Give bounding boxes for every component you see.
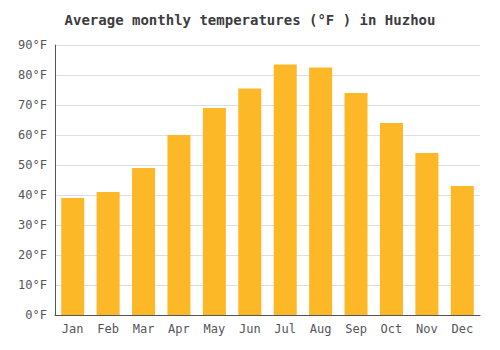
- svg-text:Nov: Nov: [416, 322, 438, 336]
- svg-text:Oct: Oct: [381, 322, 403, 336]
- svg-text:Average monthly temperatures (: Average monthly temperatures (°F ) in Hu…: [65, 12, 436, 28]
- svg-text:Jan: Jan: [62, 322, 84, 336]
- svg-text:80°F: 80°F: [18, 68, 47, 82]
- svg-text:0°F: 0°F: [25, 308, 47, 322]
- svg-text:Mar: Mar: [133, 322, 155, 336]
- svg-text:90°F: 90°F: [18, 38, 47, 52]
- svg-text:50°F: 50°F: [18, 158, 47, 172]
- svg-text:May: May: [204, 322, 226, 336]
- svg-text:Dec: Dec: [451, 322, 473, 336]
- svg-text:Sep: Sep: [345, 322, 367, 336]
- svg-text:Aug: Aug: [310, 322, 332, 336]
- svg-text:20°F: 20°F: [18, 248, 47, 262]
- svg-text:Apr: Apr: [168, 322, 190, 336]
- svg-text:70°F: 70°F: [18, 98, 47, 112]
- svg-text:Jul: Jul: [274, 322, 296, 336]
- svg-text:30°F: 30°F: [18, 218, 47, 232]
- svg-text:60°F: 60°F: [18, 128, 47, 142]
- svg-text:10°F: 10°F: [18, 278, 47, 292]
- svg-text:Feb: Feb: [97, 322, 119, 336]
- svg-text:Jun: Jun: [239, 322, 261, 336]
- svg-text:40°F: 40°F: [18, 188, 47, 202]
